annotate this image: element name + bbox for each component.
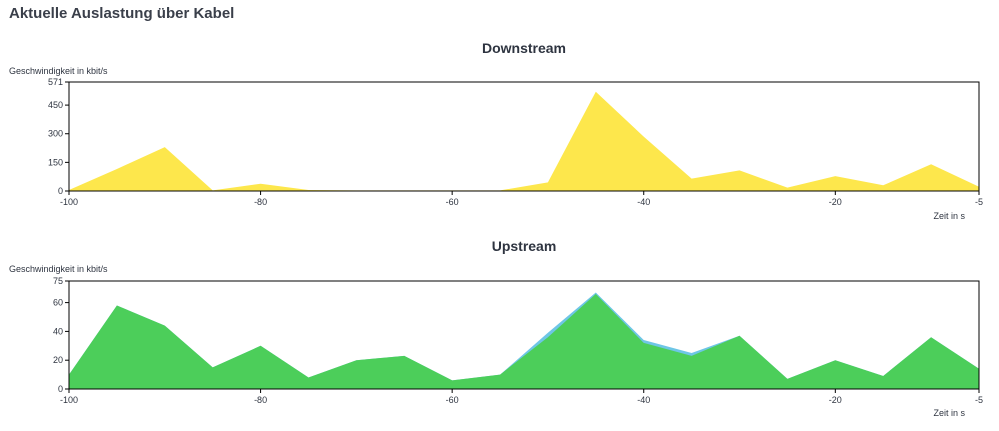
upstream-x-tick-label: -5 <box>975 395 983 405</box>
downstream-x-axis-label: Zeit in s <box>933 211 965 221</box>
upstream-y-tick-label: 75 <box>53 276 63 286</box>
upstream-y-tick-label: 20 <box>53 355 63 365</box>
upstream-x-tick-label: -40 <box>637 395 650 405</box>
downstream-y-axis-label: Geschwindigkeit in kbit/s <box>9 66 108 76</box>
upstream-x-tick-label: -80 <box>254 395 267 405</box>
downstream-y-tick-label: 450 <box>48 100 63 110</box>
downstream-chart: Downstream Geschwindigkeit in kbit/s Zeit … <box>9 40 983 221</box>
upstream-chart-title: Upstream <box>492 238 557 254</box>
upstream-y-axis-label: Geschwindigkeit in kbit/s <box>9 264 108 274</box>
downstream-x-tick-label: -20 <box>829 197 842 207</box>
downstream-y-tick-label: 150 <box>48 157 63 167</box>
upstream-x-axis-label: Zeit in s <box>933 408 965 418</box>
upstream-y-tick-label: 60 <box>53 298 63 308</box>
upstream-y-tick-label: 40 <box>53 326 63 336</box>
downstream-plot-frame <box>68 81 980 192</box>
downstream-series-0-area <box>69 91 979 191</box>
upstream-chart: Upstream Geschwindigkeit in kbit/s Zeit in… <box>9 238 983 418</box>
downstream-y-tick-label: 0 <box>58 186 63 196</box>
downstream-x-tick-label: -40 <box>637 197 650 207</box>
page-title: Aktuelle Auslastung über Kabel <box>9 5 235 22</box>
downstream-chart-title: Downstream <box>482 40 566 56</box>
downstream-x-tick-label: -5 <box>975 197 983 207</box>
upstream-x-tick-label: -100 <box>60 395 78 405</box>
downstream-x-tick-label: -60 <box>446 197 459 207</box>
upstream-plot-frame <box>68 280 980 390</box>
downstream-x-tick-label: -80 <box>254 197 267 207</box>
upstream-series-1-area <box>69 294 979 389</box>
upstream-x-tick-label: -20 <box>829 395 842 405</box>
downstream-y-tick-label: 300 <box>48 129 63 139</box>
downstream-y-tick-label: 571 <box>48 77 63 87</box>
downstream-x-tick-label: -100 <box>60 197 78 207</box>
upstream-y-tick-label: 0 <box>58 384 63 394</box>
upstream-x-tick-label: -60 <box>446 395 459 405</box>
